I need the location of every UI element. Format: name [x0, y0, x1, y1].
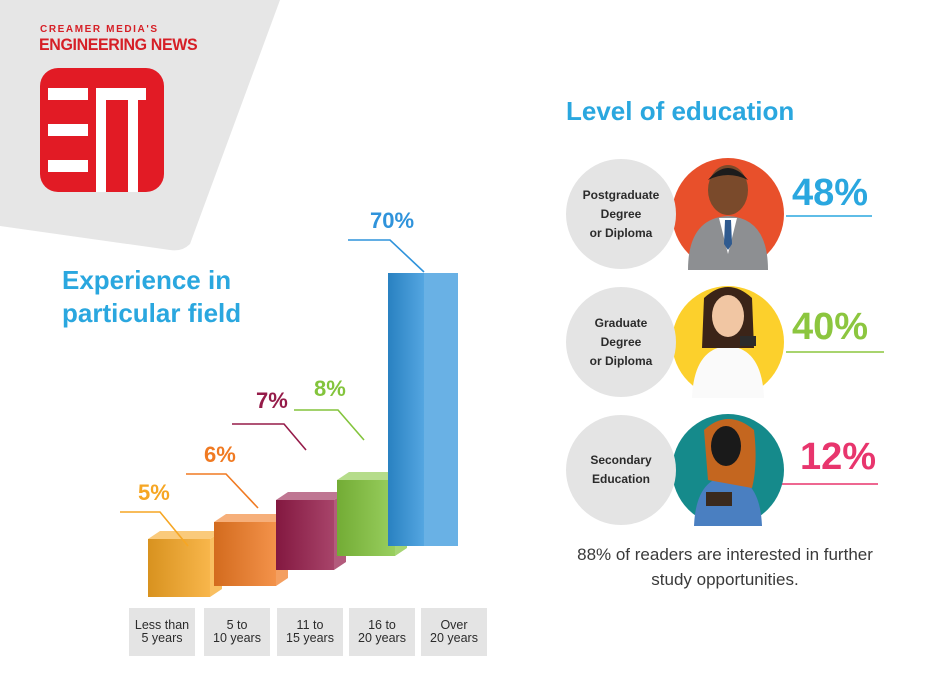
- bar-front-1: [214, 522, 276, 586]
- bar-top-0: [148, 531, 222, 539]
- bar-4: 70%: [348, 208, 458, 546]
- education-row-1: [672, 286, 884, 398]
- education-percent-2: 12%: [800, 436, 877, 478]
- education-percent-0: 48%: [792, 172, 869, 214]
- bar-leader-1: [186, 473, 259, 509]
- bar-leader-2: [232, 423, 307, 451]
- education-level-label-0: Postgraduate Degree or Diploma: [566, 159, 676, 269]
- bar-value-label-0: 5%: [138, 480, 170, 505]
- bar-front-2: [276, 500, 334, 570]
- education-level-label-2: Secondary Education: [566, 415, 676, 525]
- woman-avatar-icon: [692, 287, 764, 398]
- experience-title: Experience in particular field: [62, 265, 242, 328]
- bar-front-3: [337, 480, 395, 556]
- bar-leader-0: [120, 511, 189, 547]
- bar-front-4: [388, 273, 424, 546]
- bar-value-label-4: 70%: [370, 208, 414, 233]
- category-label-4: Over 20 years: [421, 608, 487, 656]
- man-avatar-icon: [688, 165, 768, 270]
- bar-leader-3: [294, 409, 365, 441]
- student-avatar-icon: [694, 419, 762, 526]
- education-footnote: 88% of readers are interested in further…: [577, 545, 873, 589]
- experience-bar-chart: 5% 6% 7% 8% 70%: [120, 208, 458, 597]
- bar-value-label-3: 8%: [314, 376, 346, 401]
- brand-name: ENGINEERING NEWS: [39, 35, 198, 54]
- education-level-label-1: Graduate Degree or Diploma: [566, 287, 676, 397]
- bar-value-label-1: 6%: [204, 442, 236, 467]
- category-label-0: Less than 5 years: [129, 608, 195, 656]
- education-percent-1: 40%: [792, 306, 869, 348]
- bar-side-4: [424, 273, 458, 546]
- bar-top-2: [276, 492, 346, 500]
- education-title: Level of education: [566, 96, 795, 126]
- category-label-1: 5 to 10 years: [204, 608, 270, 656]
- bar-value-label-2: 7%: [256, 388, 288, 413]
- bar-front-0: [148, 539, 210, 597]
- bar-leader-4: [348, 239, 425, 273]
- category-label-2: 11 to 15 years: [277, 608, 343, 656]
- bar-top-1: [214, 514, 288, 522]
- brand-tagline: CREAMER MEDIA'S: [40, 24, 159, 35]
- education-row-0: [672, 158, 872, 270]
- category-label-3: 16 to 20 years: [349, 608, 415, 656]
- en-logo-icon: [40, 68, 164, 192]
- education-row-2: [672, 414, 878, 526]
